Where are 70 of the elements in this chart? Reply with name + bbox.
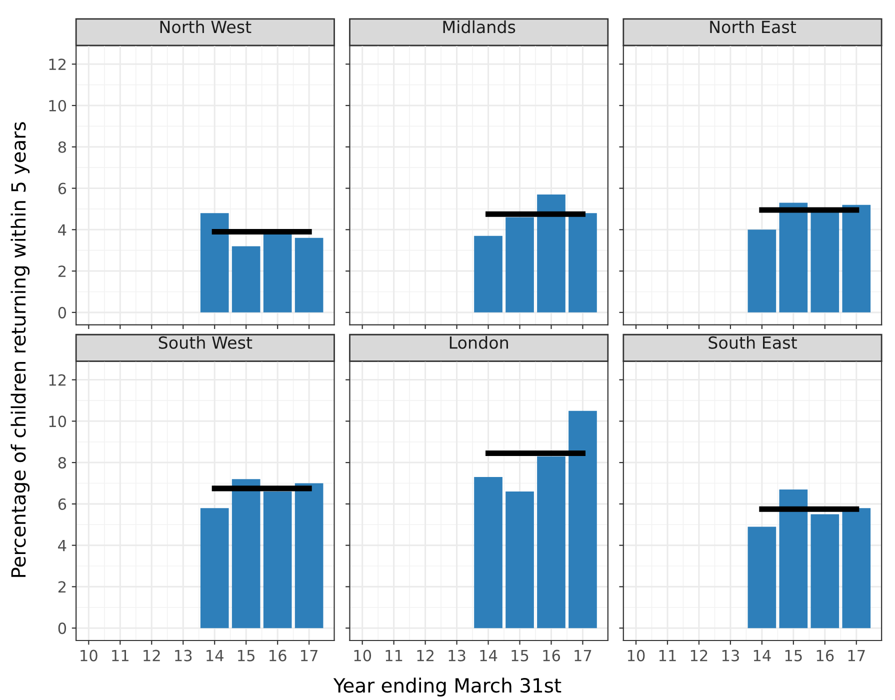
y-tick-label: 8 xyxy=(58,457,66,469)
y-tick-label: 4 xyxy=(58,224,66,236)
chart-title: South East xyxy=(708,336,797,349)
bar xyxy=(842,508,871,628)
bar xyxy=(842,204,871,312)
bar xyxy=(568,410,597,628)
bar xyxy=(779,202,808,312)
x-tick-label: 10 xyxy=(354,650,372,662)
bar xyxy=(294,238,324,312)
y-tick-label: 10 xyxy=(49,100,66,112)
x-tick-label: 12 xyxy=(690,650,708,662)
chart-title: North East xyxy=(710,20,796,34)
bar xyxy=(779,489,808,628)
x-tick-label: 14 xyxy=(206,650,224,662)
bar xyxy=(810,211,840,312)
x-tick-label: 10 xyxy=(628,650,645,662)
x-tick-label: 17 xyxy=(301,650,318,662)
bar xyxy=(568,213,597,312)
x-tick-label: 12 xyxy=(144,650,160,662)
x-tick-label: 10 xyxy=(80,650,98,662)
x-tick-label: 15 xyxy=(785,650,802,662)
x-tick-label: 14 xyxy=(480,650,498,662)
x-tick-label: 13 xyxy=(722,650,739,662)
bar xyxy=(294,483,324,628)
bar xyxy=(232,479,260,628)
chart-title: London xyxy=(450,336,508,349)
x-tick-label: 17 xyxy=(848,650,865,662)
x-axis-title: Year ending March 31st xyxy=(333,678,562,696)
bar xyxy=(506,492,534,628)
bar xyxy=(537,194,566,312)
x-tick-label: 17 xyxy=(574,650,592,662)
bar xyxy=(263,492,292,628)
bar xyxy=(537,456,566,628)
y-tick-label: 6 xyxy=(58,182,66,194)
y-tick-label: 6 xyxy=(58,498,66,510)
y-tick-label: 8 xyxy=(58,141,66,153)
x-tick-label: 13 xyxy=(175,650,192,662)
chart-title: South West xyxy=(158,336,252,349)
bar xyxy=(474,477,502,628)
x-tick-label: 11 xyxy=(386,650,402,662)
x-tick-label: 15 xyxy=(512,650,528,662)
y-tick-label: 12 xyxy=(49,374,66,386)
bar xyxy=(232,246,260,312)
y-tick-label: 2 xyxy=(58,266,66,277)
x-tick-label: 14 xyxy=(754,650,771,662)
y-axis-title: Percentage of children returning within 5 years xyxy=(10,122,30,577)
y-tick-label: 4 xyxy=(58,540,66,552)
x-tick-label: 12 xyxy=(417,650,434,662)
chart-title: Midlands xyxy=(443,20,516,34)
bar xyxy=(748,230,776,312)
bar xyxy=(200,213,229,312)
y-tick-label: 2 xyxy=(58,581,66,593)
bar xyxy=(474,236,502,312)
bar xyxy=(263,234,292,312)
y-tick-label: 12 xyxy=(49,58,66,70)
x-tick-label: 16 xyxy=(816,650,834,662)
x-tick-label: 13 xyxy=(448,650,466,662)
x-tick-label: 16 xyxy=(543,650,560,662)
x-tick-label: 15 xyxy=(238,650,254,662)
bar xyxy=(200,508,229,628)
bar xyxy=(810,514,840,628)
x-tick-label: 16 xyxy=(270,650,286,662)
x-tick-label: 11 xyxy=(659,650,676,662)
chart-title: North West xyxy=(160,20,252,34)
y-tick-label: 0 xyxy=(58,306,66,318)
y-tick-label: 10 xyxy=(49,416,66,428)
bar xyxy=(506,217,534,312)
x-tick-label: 11 xyxy=(112,650,128,662)
y-tick-label: 0 xyxy=(58,622,66,634)
bar xyxy=(748,526,776,628)
